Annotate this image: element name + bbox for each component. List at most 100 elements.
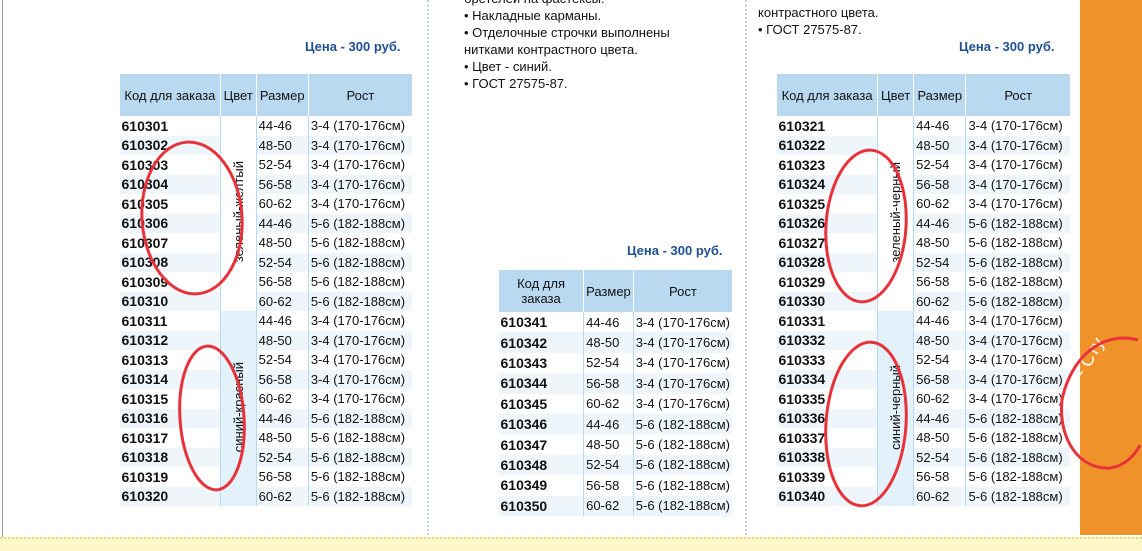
order-code: 610302 [119, 135, 221, 155]
row: 610341 44-46 3-4 (170-176см) [499, 312, 732, 333]
color-name: синий-черный [888, 364, 904, 450]
row: 610308 52-54 5-6 (182-188см) [119, 252, 412, 272]
description: бретелей на фастексы.• Накладные карманы… [464, 0, 670, 92]
height: 3-4 (170-176см) [307, 330, 412, 350]
height: 3-4 (170-176см) [632, 352, 732, 374]
height: 3-4 (170-176см) [307, 155, 412, 175]
row: 610319 56-58 5-6 (182-188см) [120, 467, 412, 487]
order-code: 610310 [119, 291, 221, 311]
row: 610350 60-62 5-6 (182-188см) [498, 495, 732, 516]
height: 3-4 (170-176см) [632, 332, 732, 353]
order-code: 610325 [778, 195, 826, 212]
height: 5-6 (182-188см) [307, 272, 412, 292]
text-line: • ГОСТ 27575-87. [464, 76, 568, 91]
order-code: 610311 [121, 312, 168, 329]
height: 3-4 (170-176см) [307, 369, 412, 389]
row: 610304 56-58 3-4 (170-176см) [119, 174, 412, 194]
height: 3-4 (170-176см) [965, 174, 1070, 194]
header-row: Код для заказа Размер Рост [497, 270, 732, 312]
order-code: 610340 [776, 486, 878, 506]
row: 610345 60-62 3-4 (170-176см) [499, 393, 732, 414]
order-table: Код для заказа Цвет Размер Рост 610321 зелены… [775, 74, 1070, 506]
height: 5-6 (182-188см) [632, 434, 732, 455]
size: 48-50 [255, 135, 309, 155]
row: 610336 44-46 5-6 (182-188см) [776, 408, 1070, 428]
header-cell: Код для заказа [497, 270, 584, 312]
order-code: 610342 [498, 332, 584, 353]
size: 44-46 [255, 311, 309, 331]
size: 60-62 [913, 194, 966, 214]
row: 610346 44-46 5-6 (182-188см) [498, 413, 732, 435]
size: 52-54 [255, 350, 309, 370]
order-code: 610312 [119, 330, 221, 350]
order-code: 610329 [778, 273, 826, 290]
size: 44-46 [583, 413, 634, 435]
size: 56-58 [913, 272, 966, 292]
height: 5-6 (182-188см) [965, 291, 1070, 311]
footer-bar [0, 537, 1142, 551]
color-name: синий-красный [230, 361, 246, 453]
height: 5-6 (182-188см) [965, 447, 1070, 467]
order-code: 610318 [119, 447, 221, 467]
order-code: 610347 [500, 436, 548, 453]
size: 48-50 [913, 233, 966, 253]
order-code: 610305 [121, 195, 169, 212]
height: 5-6 (182-188см) [307, 428, 412, 448]
row: 610331 синий-черный 44-46 3-4 (170-176см) [777, 311, 1070, 506]
row: 610325 60-62 3-4 (170-176см) [777, 194, 1070, 214]
size: 60-62 [255, 291, 309, 311]
height: 5-6 (182-188см) [307, 467, 412, 487]
order-code: 610324 [776, 174, 878, 194]
size: 56-58 [255, 272, 309, 292]
price: Цена - 300 руб. [305, 39, 401, 54]
height: 5-6 (182-188см) [965, 233, 1070, 253]
height: 3-4 (170-176см) [965, 155, 1070, 175]
header-cell: Рост [307, 74, 412, 116]
row: 610333 52-54 3-4 (170-176см) [777, 350, 1070, 370]
header-cell: Размер [255, 74, 309, 116]
text-line: нитками контрастного цвета. [464, 42, 638, 57]
height: 3-4 (170-176см) [965, 135, 1070, 155]
header-cell: Код для заказа [775, 74, 878, 116]
text-line: контрастного цвета. [758, 5, 879, 20]
order-code: 610335 [778, 390, 826, 407]
size: 56-58 [913, 174, 966, 194]
row: 610310 60-62 5-6 (182-188см) [119, 291, 412, 311]
row: 610326 44-46 5-6 (182-188см) [776, 213, 1070, 233]
row: 610335 60-62 3-4 (170-176см) [777, 389, 1070, 409]
text-line: • Цвет - синий. [464, 59, 552, 74]
order-code: 610341 [500, 314, 548, 331]
height: 5-6 (182-188см) [965, 408, 1070, 428]
size: 52-54 [255, 447, 309, 467]
order-code: 610303 [121, 156, 169, 173]
row: 610321 зеленый-черный 44-46 3-4 (170-176см) [777, 116, 1070, 311]
row: 610334 56-58 3-4 (170-176см) [776, 369, 1070, 389]
size: 52-54 [583, 352, 634, 374]
size: 44-46 [913, 116, 966, 136]
price: Цена - 300 руб. [959, 39, 1055, 54]
size: 44-46 [913, 311, 966, 331]
order-code: 610345 [500, 395, 548, 412]
height: 3-4 (170-176см) [965, 389, 1070, 409]
order-code: 610314 [119, 369, 221, 389]
row: 610327 48-50 5-6 (182-188см) [777, 233, 1070, 253]
size: 56-58 [583, 475, 634, 496]
row: 610344 56-58 3-4 (170-176см) [498, 373, 732, 394]
height: 3-4 (170-176см) [965, 311, 1070, 331]
color-name: зеленый-черный [888, 161, 904, 263]
row: 610342 48-50 3-4 (170-176см) [498, 332, 732, 353]
row: 610309 56-58 5-6 (182-188см) [120, 272, 412, 292]
height: 5-6 (182-188см) [307, 213, 412, 233]
order-code: 610327 [778, 234, 826, 251]
divider [427, 0, 429, 535]
height: 3-4 (170-176см) [965, 369, 1070, 389]
row: 610330 60-62 5-6 (182-188см) [776, 291, 1070, 311]
row: 610324 56-58 3-4 (170-176см) [776, 174, 1070, 194]
order-code: 610315 [121, 390, 169, 407]
order-code: 610338 [776, 447, 878, 467]
size: 48-50 [255, 233, 309, 253]
height: 3-4 (170-176см) [632, 312, 732, 333]
height: 5-6 (182-188см) [307, 447, 412, 467]
row: 610305 60-62 3-4 (170-176см) [120, 194, 412, 214]
